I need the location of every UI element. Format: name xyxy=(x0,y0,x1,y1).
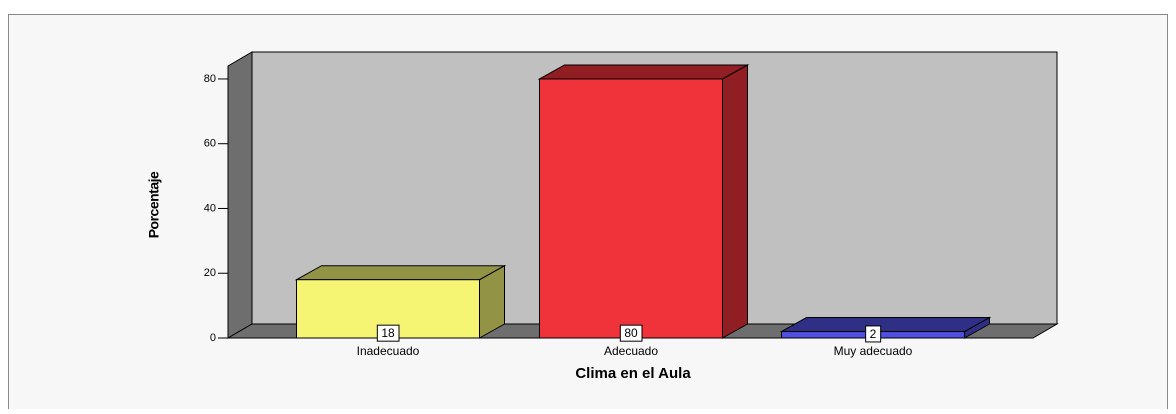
y-tick-label: 0 xyxy=(210,332,216,344)
x-axis-title: Clima en el Aula xyxy=(575,365,691,382)
value-label-box xyxy=(376,324,400,342)
bar-top xyxy=(537,64,750,80)
x-tick-label: Adecuado xyxy=(604,344,658,358)
y-tick-label: 60 xyxy=(204,138,216,150)
value-label: 18 xyxy=(381,326,395,340)
value-label: 2 xyxy=(870,327,877,341)
y-axis-title: Porcentaje xyxy=(146,171,162,238)
value-label-box xyxy=(865,325,882,343)
side-wall xyxy=(227,51,253,339)
y-tick-label: 80 xyxy=(204,73,216,85)
bar-side xyxy=(722,64,748,339)
bar-top xyxy=(779,317,992,333)
y-tick-label: 40 xyxy=(204,202,216,214)
bar-top xyxy=(294,265,507,281)
value-label-box xyxy=(619,324,643,342)
value-label: 80 xyxy=(624,326,638,340)
x-tick-label: Muy adecuado xyxy=(834,344,913,358)
x-tick-label: Inadecuado xyxy=(357,344,420,358)
y-tick-label: 20 xyxy=(204,267,216,279)
bar xyxy=(539,78,723,339)
